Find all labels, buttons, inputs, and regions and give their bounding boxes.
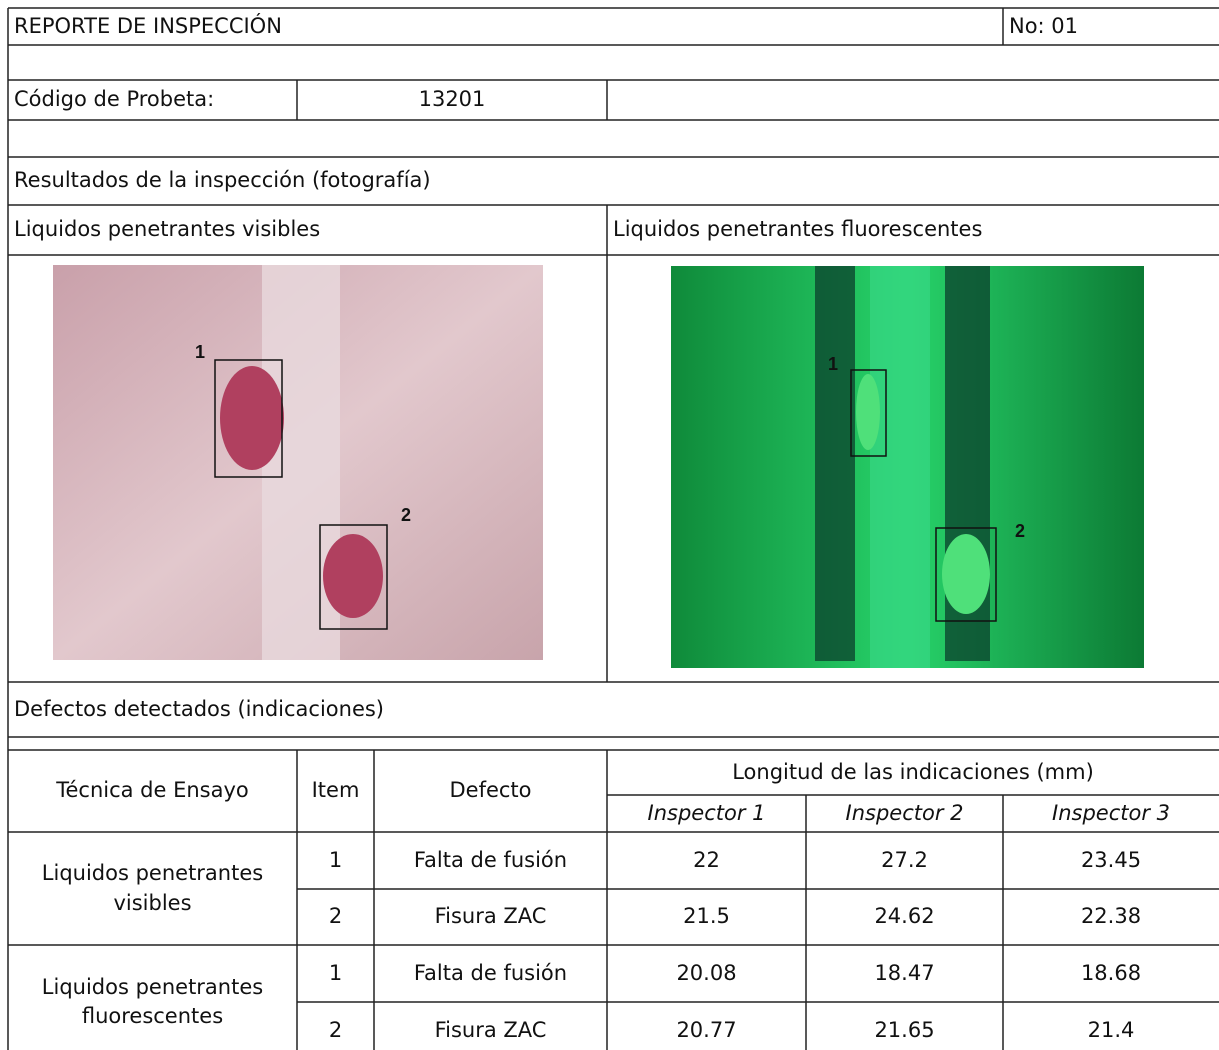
photo-fluorescent: 1 2	[671, 266, 1144, 668]
marker-label: 1	[828, 354, 838, 374]
table-cell: 1	[328, 847, 343, 872]
section-title: Resultados de la inspección (fotografía)	[14, 168, 431, 193]
column-header: Defecto	[449, 778, 532, 803]
table-cell: 20.08	[676, 960, 737, 985]
table-cell: Fisura ZAC	[434, 1017, 547, 1042]
column-header: Longitud de las indicaciones (mm)	[732, 759, 1094, 784]
specimen-code: 13201	[418, 87, 486, 112]
table-cell: 2	[328, 1017, 343, 1042]
technique-cell: Liquidos penetrantes visibles	[41, 861, 264, 915]
table-cell: 18.68	[1080, 960, 1142, 985]
table-cell: 18.47	[874, 960, 935, 985]
table-cell: 22	[693, 847, 720, 872]
marker-label: 1	[195, 342, 205, 362]
section-title: Defectos detectados (indicaciones)	[14, 696, 385, 721]
specimen-label: Código de Probeta:	[14, 87, 215, 112]
column-subheader: Inspector 1	[647, 800, 766, 825]
column-subheader: Inspector 2	[845, 800, 964, 825]
grid-lines	[7, 7, 1219, 1050]
marker-label: 2	[401, 505, 411, 525]
technique-cell: Liquidos penetrantes fluorescentes	[41, 974, 264, 1028]
table-cell: 20.77	[676, 1017, 737, 1042]
table-cell: Falta de fusión	[413, 847, 568, 872]
table-cell: 21.5	[683, 904, 730, 929]
table-cell: 24.62	[874, 904, 935, 929]
table-cell: 23.45	[1080, 847, 1142, 872]
table-cell: 21.4	[1087, 1017, 1135, 1042]
table-cell: Fisura ZAC	[434, 904, 547, 929]
report-number: No: 01	[1009, 13, 1079, 38]
photo-caption: Liquidos penetrantes visibles	[14, 217, 321, 242]
photo-visible: 1 2	[53, 265, 543, 660]
table-cell: 21.65	[874, 1017, 935, 1042]
column-subheader: Inspector 3	[1052, 800, 1170, 825]
table-cell: 2	[328, 904, 343, 929]
table-cell: 1	[328, 960, 343, 985]
marker-label: 2	[1015, 521, 1025, 541]
column-header: Item	[311, 778, 360, 803]
column-header: Técnica de Ensayo	[56, 778, 249, 803]
table-cell: 27.2	[881, 847, 928, 872]
photo-caption: Liquidos penetrantes fluorescentes	[613, 217, 983, 242]
report-title: REPORTE DE INSPECCIÓN	[14, 13, 282, 38]
table-cell: 22.38	[1080, 904, 1142, 929]
table-cell: Falta de fusión	[413, 960, 568, 985]
